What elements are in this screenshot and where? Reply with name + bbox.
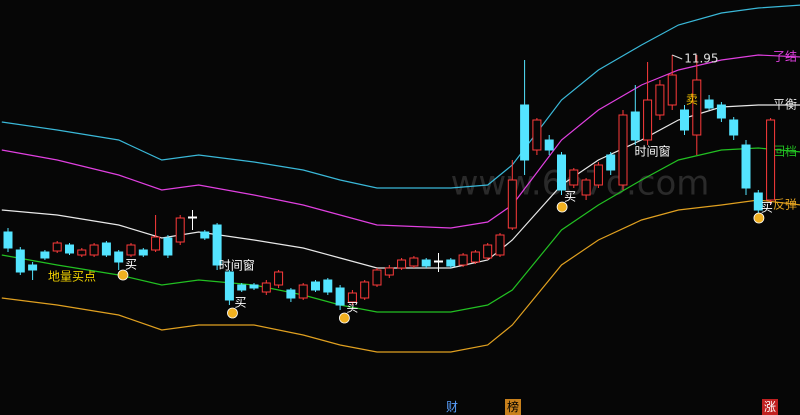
band-label: 反弹 [773,198,797,212]
band-line [1,54,800,229]
candle-body [557,154,566,191]
band-label: 了结 [773,50,797,64]
candle-body [175,217,185,243]
toolbar-tab[interactable]: 涨 [762,399,779,415]
candle-body [65,244,74,254]
candle-body [89,244,99,256]
candle-body [520,104,530,161]
candle-body [261,282,271,293]
candle-body [729,119,739,136]
candle-body [163,237,173,256]
band-line [1,4,800,189]
candle-body [101,242,111,256]
annotation: 时间窗 [219,259,255,273]
band-line [1,199,800,353]
annotation: 地量买点 [48,270,96,284]
candle-body [384,267,394,276]
annotation: 时间窗 [635,145,671,159]
toolbar-tab[interactable]: 榜 [505,399,522,415]
candle-body [188,216,197,219]
candle-body [3,231,13,249]
candle-body [741,144,751,189]
candle-body [126,244,136,256]
candle-body [495,234,505,256]
candle-body [200,231,210,239]
candle-body [483,244,493,259]
candle-body [544,139,554,151]
candle-body [655,84,665,116]
high-pointer [672,54,683,60]
candle-body [421,259,431,267]
candle-body [77,249,87,256]
candle-body [593,164,603,186]
candle-body [434,260,443,263]
candle-body [52,242,62,252]
candle-body [532,119,542,151]
band-line [1,147,800,313]
high-label: 11.95 [684,52,718,66]
candle-body [298,284,308,299]
candle-body [753,192,763,211]
band-label: 回档 [773,145,797,159]
candle-body [667,74,677,106]
candle-body [360,281,370,299]
money-bag-icon [227,307,238,319]
candle-body [224,271,234,301]
annotation: 卖 [686,93,698,107]
candle-body [335,287,345,306]
money-bag-icon [556,201,568,213]
candle-body [347,292,357,303]
band-label: 平衡 [773,98,797,112]
watermark: www.6o7o.com [451,164,710,204]
candle-body [15,249,25,273]
money-bag-icon [338,312,350,324]
candle-body [569,169,579,186]
candle-body [643,99,653,141]
candle-body [409,257,419,267]
candle-body [704,99,714,109]
candle-body [114,251,124,263]
candle-body [470,251,480,263]
candle-body [151,236,161,251]
candle-body [311,281,320,291]
candle-body [680,109,689,131]
candle-body [212,224,222,266]
candle-body [397,259,407,269]
candle-body [630,111,640,141]
annotation: 买 [346,301,358,315]
candle-body [458,254,468,266]
annotation: 买 [761,201,773,215]
candle-body [138,249,148,256]
candle-body [372,269,382,286]
candle-body [237,284,247,291]
toolbar-tab[interactable]: 财 [446,400,459,414]
candle-body [606,154,616,171]
annotation: 买 [125,258,137,272]
annotation: 买 [564,190,576,204]
annotation: 买 [234,296,246,310]
candle-body [28,264,38,271]
candle-body [692,79,702,136]
candle-body [766,119,776,201]
candle-body [581,179,591,196]
candle-body [618,114,628,186]
candle-body [40,251,50,259]
candle-body [323,279,333,293]
candle-body [286,289,296,299]
candle-body [507,179,517,229]
candle-body [716,104,726,119]
candle-body [446,259,456,267]
candle-body [274,271,284,286]
money-bag-icon [117,269,129,281]
candle-body [249,284,259,289]
money-bag-icon [753,212,765,224]
